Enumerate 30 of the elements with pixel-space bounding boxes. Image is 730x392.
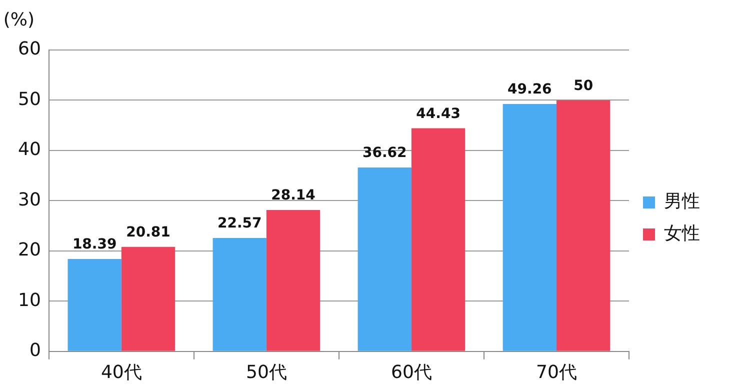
data-label: 44.43 [416, 106, 460, 122]
bar [411, 128, 466, 351]
y-axis-title: (%) [3, 10, 34, 31]
y-tick-label: 10 [18, 290, 41, 311]
y-tick-label: 20 [18, 240, 41, 261]
bar [68, 259, 122, 351]
legend-label: 女性 [664, 223, 700, 244]
bar [502, 104, 556, 351]
x-tick-label: 70代 [536, 362, 577, 383]
y-tick-label: 0 [29, 340, 41, 362]
x-tick-label: 50代 [246, 362, 287, 383]
x-tick-label: 60代 [391, 362, 432, 383]
data-label: 28.14 [271, 188, 316, 204]
bar [212, 238, 266, 351]
y-tick-label: 60 [18, 38, 41, 60]
y-tick-label: 40 [18, 139, 41, 160]
data-label: 50 [574, 78, 594, 94]
bar [358, 167, 412, 351]
y-tick-label: 50 [18, 88, 41, 110]
data-label: 20.81 [126, 224, 170, 241]
legend-label: 男性 [664, 191, 700, 212]
bar [266, 210, 320, 351]
x-tick-label: 40代 [100, 362, 142, 383]
data-label: 49.26 [508, 82, 552, 98]
data-label: 22.57 [217, 216, 262, 232]
bar [556, 100, 610, 351]
y-tick-label: 30 [18, 189, 41, 210]
bar [121, 246, 176, 351]
data-label: 36.62 [362, 145, 407, 162]
data-label: 18.39 [72, 236, 117, 253]
